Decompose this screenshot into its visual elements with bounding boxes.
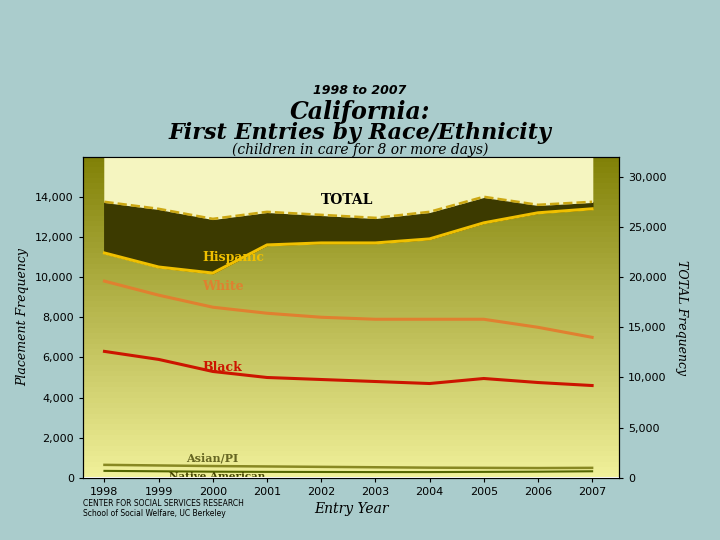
Text: TOTAL: TOTAL bbox=[321, 193, 374, 207]
X-axis label: Entry Year: Entry Year bbox=[314, 503, 388, 516]
Text: Hispanic: Hispanic bbox=[202, 251, 264, 264]
Text: California:: California: bbox=[289, 100, 431, 124]
Text: Asian/PI: Asian/PI bbox=[186, 453, 238, 463]
Text: White: White bbox=[202, 280, 243, 293]
Text: (children in care for 8 or more days): (children in care for 8 or more days) bbox=[232, 143, 488, 158]
Text: Black: Black bbox=[202, 361, 242, 374]
Text: First Entries by Race/Ethnicity: First Entries by Race/Ethnicity bbox=[168, 122, 552, 144]
Text: 1998 to 2007: 1998 to 2007 bbox=[313, 84, 407, 97]
Y-axis label: Placement Frequency: Placement Frequency bbox=[17, 248, 30, 386]
Y-axis label: TOTAL Frequency: TOTAL Frequency bbox=[675, 260, 688, 375]
Text: Native American: Native American bbox=[169, 472, 266, 481]
Text: CENTER FOR SOCIAL SERVICES RESEARCH: CENTER FOR SOCIAL SERVICES RESEARCH bbox=[83, 500, 243, 509]
Text: School of Social Welfare, UC Berkeley: School of Social Welfare, UC Berkeley bbox=[83, 509, 225, 518]
